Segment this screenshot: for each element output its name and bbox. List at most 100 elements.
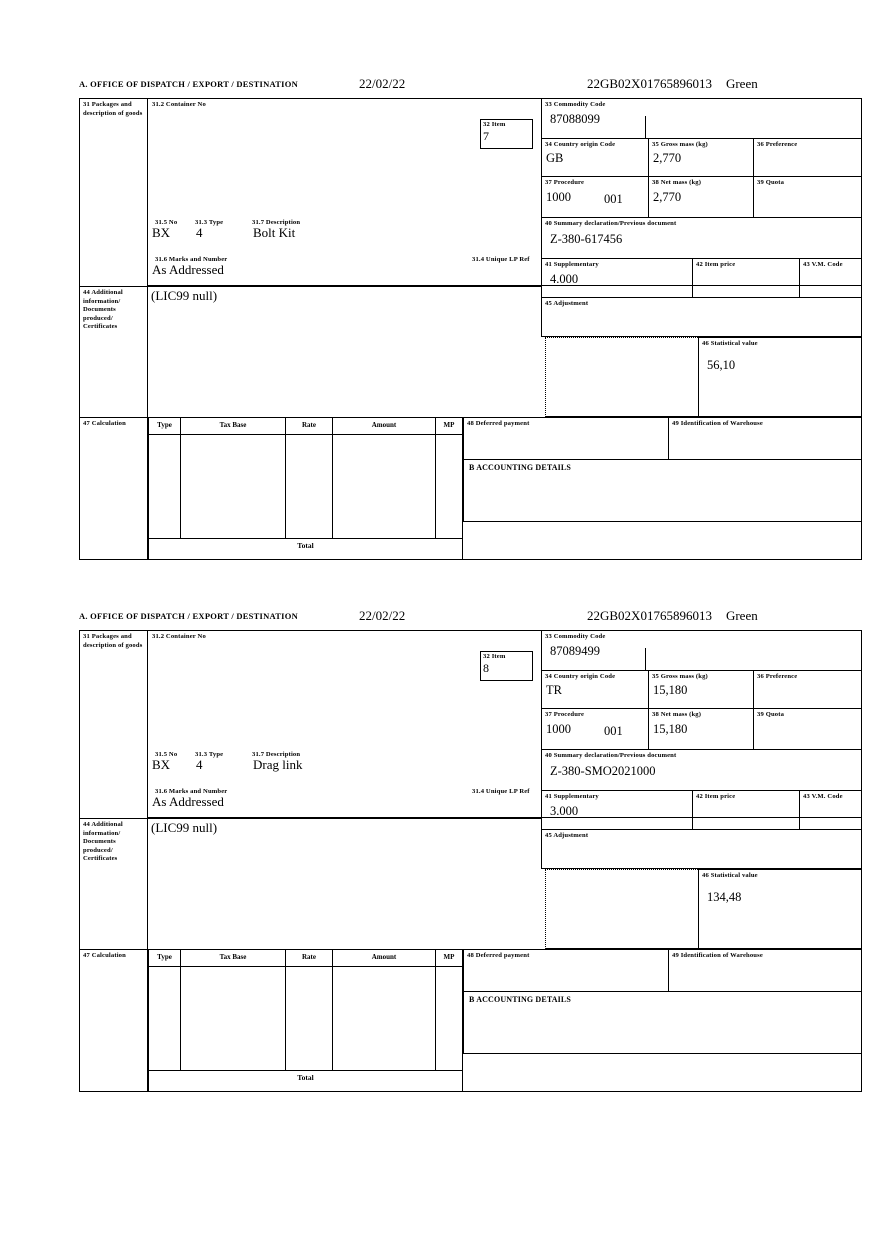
field-37-procedure-cell[interactable]: 37 Procedure 1000 001 — [541, 709, 648, 750]
field-34-country-origin-cell[interactable]: 34 Country origin Code TR — [541, 671, 648, 709]
field-49-label: 49 Identification of Warehouse — [672, 420, 763, 427]
field-45-adjustment-cell[interactable]: 45 Adjustment — [541, 830, 861, 869]
calc-col-amount-header: Amount — [333, 418, 436, 435]
field-46-blank-area — [545, 869, 698, 949]
field-38-net-mass-cell[interactable]: 38 Net mass (kg) 2,770 — [648, 177, 753, 218]
field-37-label: 37 Procedure — [545, 711, 585, 718]
field-36-value — [754, 150, 861, 151]
field-48-deferred-payment-cell[interactable]: 48 Deferred payment — [463, 417, 668, 460]
field-46-dotted-left — [545, 337, 546, 417]
field-31-3-type-value: 4 — [196, 757, 203, 772]
lane-status: Green — [725, 608, 758, 623]
declaration-date: 22/02/22 — [359, 608, 406, 623]
calc-cell-amount[interactable] — [333, 435, 436, 539]
field-41-value: 3.000 — [550, 803, 579, 818]
field-39-value — [754, 188, 861, 190]
field-40-value: Z-380-SMO2021000 — [550, 763, 656, 778]
field-49-warehouse-cell[interactable]: 49 Identification of Warehouse — [668, 949, 861, 992]
calc-cell-taxbase[interactable] — [181, 435, 286, 539]
field-31-goods-area[interactable]: 31.2 Container No 31.5 No 31.3 Type 31.7… — [148, 631, 861, 818]
calc-col-amount-header: Amount — [333, 950, 436, 967]
field-35-label: 35 Gross mass (kg) — [652, 141, 708, 148]
field-49-warehouse-cell[interactable]: 49 Identification of Warehouse — [668, 417, 861, 460]
field-37-value-2: 001 — [604, 192, 623, 206]
calc-col-rate-label: Rate — [302, 953, 316, 961]
field-31-3-type-label: 31.3 Type — [195, 751, 224, 758]
calc-col-mp-header: MP — [436, 950, 463, 967]
field-38-label: 38 Net mass (kg) — [652, 711, 702, 718]
field-31-goods-area[interactable]: 31.2 Container No 31.5 No 31.3 Type 31.7… — [148, 99, 861, 286]
field-47-label: 47 Calculation — [83, 420, 126, 427]
field-32-item-box[interactable]: 32 Item 7 — [480, 119, 533, 149]
field-37-procedure-cell[interactable]: 37 Procedure 1000 001 — [541, 177, 648, 218]
field-44-label-cell: 44 Additional information/ Documents pro… — [80, 286, 148, 417]
form-header: A. OFFICE OF DISPATCH / EXPORT / DESTINA… — [79, 608, 862, 630]
field-31-label: 31 Packages and description of goods — [83, 633, 143, 649]
field-36-preference-cell[interactable]: 36 Preference — [753, 139, 861, 177]
field-39-label: 39 Quota — [757, 711, 785, 718]
field-46-label: 46 Statistical value — [702, 340, 758, 347]
field-44-label-cell: 44 Additional information/ Documents pro… — [80, 818, 148, 949]
field-44-content-cell[interactable]: (LIC99 null) — [148, 286, 541, 417]
field-42-item-price-cell[interactable]: 42 Item price — [692, 791, 799, 830]
field-31-2-container-label: 31.2 Container No — [152, 101, 206, 108]
field-35-gross-mass-cell[interactable]: 35 Gross mass (kg) 15,180 — [648, 671, 753, 709]
field-40-previous-document-cell[interactable]: 40 Summary declaration/Previous document… — [541, 750, 861, 791]
field-b-accounting-details-cell[interactable]: B ACCOUNTING DETAILS — [463, 460, 861, 522]
calc-col-type-label: Type — [157, 953, 172, 961]
field-41-supplementary-cell[interactable]: 41 Supplementary 3.000 — [541, 791, 692, 830]
field-40-previous-document-cell[interactable]: 40 Summary declaration/Previous document… — [541, 218, 861, 259]
field-43-vm-code-cell[interactable]: 43 V.M. Code — [799, 259, 861, 298]
field-b-accounting-details-cell[interactable]: B ACCOUNTING DETAILS — [463, 992, 861, 1054]
field-34-label: 34 Country origin Code — [545, 673, 616, 680]
field-47-calculation-table[interactable]: Type Tax Base Rate Amount MP — [148, 949, 463, 1091]
field-34-label: 34 Country origin Code — [545, 141, 616, 148]
field-47-calculation-table[interactable]: Type Tax Base Rate Amount MP — [148, 417, 463, 559]
field-31-4-lpref-label: 31.4 Unique LP Ref — [472, 788, 530, 795]
sad-form-item-8: A. OFFICE OF DISPATCH / EXPORT / DESTINA… — [79, 608, 862, 1092]
field-39-quota-cell[interactable]: 39 Quota — [753, 709, 861, 750]
calc-cell-rate[interactable] — [286, 435, 333, 539]
field-46-dotted-top — [545, 337, 698, 338]
field-33-divider — [645, 116, 646, 138]
field-31-4-lpref-label: 31.4 Unique LP Ref — [472, 256, 530, 263]
field-36-preference-cell[interactable]: 36 Preference — [753, 671, 861, 709]
calc-cell-type[interactable] — [148, 967, 181, 1071]
field-31-6-marks-value: As Addressed — [152, 794, 224, 809]
field-48-deferred-payment-cell[interactable]: 48 Deferred payment — [463, 949, 668, 992]
field-39-value — [754, 720, 861, 722]
calc-cell-taxbase[interactable] — [181, 967, 286, 1071]
mrn-value: 22GB02X01765896013 — [587, 608, 712, 623]
field-44-content-cell[interactable]: (LIC99 null) — [148, 818, 541, 949]
field-33-commodity-code-cell[interactable]: 33 Commodity Code 87088099 — [541, 99, 861, 139]
field-41-supplementary-cell[interactable]: 41 Supplementary 4.000 — [541, 259, 692, 298]
field-39-quota-cell[interactable]: 39 Quota — [753, 177, 861, 218]
field-45-label: 45 Adjustment — [545, 832, 589, 839]
field-46-blank-area — [545, 337, 698, 417]
field-36-label: 36 Preference — [757, 141, 798, 148]
field-33-value: 87089499 — [550, 643, 600, 658]
field-42-item-price-cell[interactable]: 42 Item price — [692, 259, 799, 298]
field-38-net-mass-cell[interactable]: 38 Net mass (kg) 15,180 — [648, 709, 753, 750]
calc-cell-type[interactable] — [148, 435, 181, 539]
calc-col-type-label: Type — [157, 421, 172, 429]
field-33-commodity-code-cell[interactable]: 33 Commodity Code 87089499 — [541, 631, 861, 671]
calc-cell-mp[interactable] — [436, 967, 463, 1071]
field-46-statistical-value-cell[interactable]: 46 Statistical value 56,10 — [698, 337, 861, 417]
calc-col-rate-label: Rate — [302, 421, 316, 429]
field-43-value — [800, 270, 861, 272]
field-46-statistical-value-cell[interactable]: 46 Statistical value 134,48 — [698, 869, 861, 949]
calc-total-label: Total — [297, 1073, 314, 1082]
field-35-gross-mass-cell[interactable]: 35 Gross mass (kg) 2,770 — [648, 139, 753, 177]
field-31-6-marks-value: As Addressed — [152, 262, 224, 277]
field-43-vm-code-cell[interactable]: 43 V.M. Code — [799, 791, 861, 830]
field-32-item-box[interactable]: 32 Item 8 — [480, 651, 533, 681]
field-31-7-description-value: Drag link — [253, 757, 303, 772]
calc-cell-mp[interactable] — [436, 435, 463, 539]
field-34-country-origin-cell[interactable]: 34 Country origin Code GB — [541, 139, 648, 177]
calc-cell-rate[interactable] — [286, 967, 333, 1071]
calc-cell-amount[interactable] — [333, 967, 436, 1071]
field-45-adjustment-cell[interactable]: 45 Adjustment — [541, 298, 861, 337]
calc-col-rate-header: Rate — [286, 950, 333, 967]
calc-col-rate-header: Rate — [286, 418, 333, 435]
